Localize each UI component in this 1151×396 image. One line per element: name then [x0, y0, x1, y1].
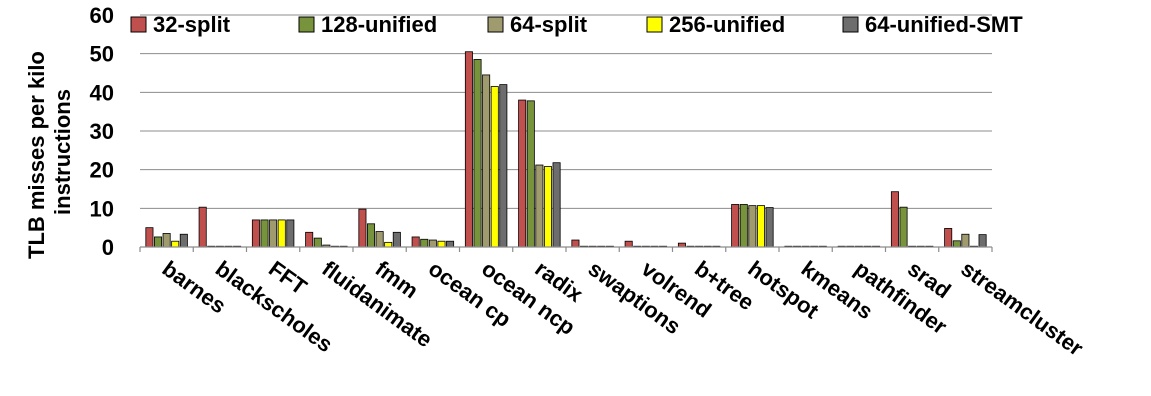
legend-item[interactable]: 32-split	[130, 12, 231, 37]
bar	[490, 86, 499, 248]
bar	[428, 239, 437, 248]
bar	[145, 227, 154, 248]
y-tick-label: 20	[90, 158, 114, 183]
y-axis-title-line-2: instructions	[50, 89, 75, 215]
x-tick-label: streamcluster	[956, 256, 1088, 361]
legend-swatch	[842, 16, 859, 33]
bar-group	[624, 240, 668, 248]
bar	[952, 240, 961, 248]
legend-swatch	[646, 16, 663, 33]
bar	[198, 206, 207, 248]
y-axis-title-line-1: TLB misses per kilo	[24, 51, 49, 259]
legend-item[interactable]: 64-unified-SMT	[842, 12, 1023, 37]
legend-swatch	[130, 16, 147, 33]
legend[interactable]: 32-split 128-unified 64-split 256-unified 64…	[130, 12, 1023, 37]
bar-group	[518, 99, 561, 248]
bar	[251, 219, 260, 248]
bar	[756, 205, 765, 248]
bar	[473, 59, 482, 248]
bars	[145, 51, 987, 248]
bar	[277, 219, 286, 248]
bar	[437, 240, 446, 248]
y-tick-label: 40	[90, 80, 114, 105]
bar	[552, 162, 561, 248]
bar	[446, 240, 455, 248]
bar	[171, 240, 180, 248]
bar	[367, 223, 376, 248]
bar	[748, 205, 757, 248]
bar-group	[198, 206, 242, 248]
y-axis-title: TLB misses per kilo instructions	[24, 45, 75, 259]
bar-group	[305, 231, 348, 248]
bar-group	[890, 191, 934, 248]
bar	[499, 84, 508, 248]
bar	[978, 234, 987, 248]
bar-group	[464, 51, 508, 248]
bar-group	[358, 208, 401, 248]
bar	[731, 204, 740, 248]
bar	[961, 233, 970, 248]
bar	[358, 208, 367, 248]
bar	[765, 207, 774, 248]
bar	[526, 100, 535, 248]
y-axis: 0 10 20 30 40 50 60	[90, 3, 114, 260]
bar	[305, 231, 314, 248]
bar	[543, 166, 552, 248]
bar	[890, 191, 899, 248]
bar	[739, 204, 748, 248]
bar	[313, 237, 322, 248]
grid-lines	[140, 14, 992, 209]
bar	[286, 219, 295, 248]
y-tick-label: 30	[90, 119, 114, 144]
bar	[179, 233, 188, 248]
bar	[571, 239, 580, 248]
bar-group	[411, 236, 455, 248]
legend-item[interactable]: 256-unified	[646, 12, 785, 37]
legend-swatch	[487, 16, 504, 33]
y-tick-label: 60	[90, 3, 114, 28]
bar-group	[251, 219, 295, 248]
legend-label: 128-unified	[321, 12, 437, 37]
legend-item[interactable]: 128-unified	[298, 12, 437, 37]
bar-group	[944, 228, 987, 248]
legend-label: 64-unified-SMT	[865, 12, 1023, 37]
bar-group	[731, 204, 774, 248]
legend-label: 256-unified	[669, 12, 785, 37]
bar	[375, 231, 384, 248]
bar	[411, 236, 420, 248]
bar	[624, 240, 633, 248]
bar	[944, 228, 953, 248]
y-tick-label: 50	[90, 42, 114, 67]
bar	[518, 99, 527, 248]
bar	[260, 219, 269, 248]
legend-label: 64-split	[510, 12, 588, 37]
bar	[392, 231, 401, 248]
bar	[154, 236, 163, 248]
legend-item[interactable]: 64-split	[487, 12, 588, 37]
bar-group	[571, 239, 614, 248]
y-tick-label: 10	[90, 196, 114, 221]
bar	[384, 241, 393, 248]
legend-label: 32-split	[153, 12, 231, 37]
bar-group	[145, 227, 188, 248]
bar	[535, 164, 544, 248]
bar	[420, 238, 429, 248]
bar	[482, 74, 491, 248]
y-tick-label: 0	[102, 235, 114, 260]
bar	[899, 206, 908, 248]
bar	[162, 233, 171, 248]
bar	[464, 51, 473, 248]
legend-swatch	[298, 16, 315, 33]
bar	[269, 219, 278, 248]
